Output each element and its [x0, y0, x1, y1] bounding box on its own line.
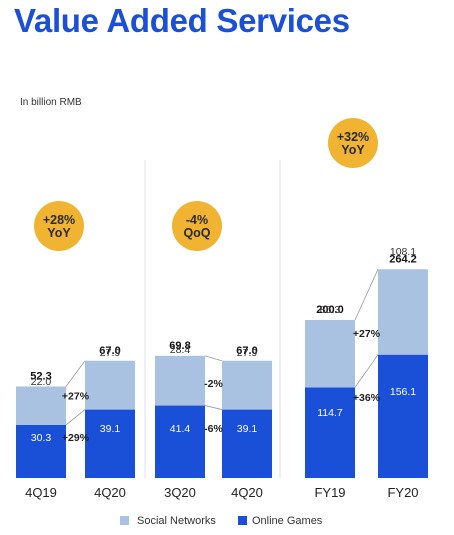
bar-social-networks [155, 355, 205, 406]
bar-online-games [378, 354, 428, 478]
games-value-label: 114.7 [317, 407, 343, 419]
connector-line [204, 405, 223, 410]
bar-total-label: 264.2 [389, 253, 417, 265]
legend-label-online-games: Online Games [252, 515, 323, 527]
bar-total-label: 69.8 [169, 340, 190, 352]
social-value-label: 27.9 [100, 347, 121, 359]
bar-online-games [155, 405, 205, 478]
growth-badge [172, 201, 222, 251]
bar-total-label: 67.0 [99, 345, 120, 357]
x-tick-label: 4Q20 [231, 485, 263, 500]
x-tick-label: 3Q20 [164, 485, 196, 500]
social-value-label: 27.9 [237, 347, 258, 359]
growth-badge-value: +32% [337, 130, 369, 144]
bar-online-games [305, 387, 355, 478]
x-tick-label: FY19 [314, 485, 345, 500]
games-value-label: 30.3 [31, 432, 52, 444]
bar-social-networks [305, 320, 355, 388]
legend-swatch-social-networks [120, 516, 129, 525]
growth-badge-value: -4% [186, 213, 208, 227]
unit-note: In billion RMB [20, 97, 82, 108]
social-change-label: +27% [62, 390, 90, 402]
bar-online-games [85, 409, 135, 478]
bar-social-networks [222, 360, 272, 410]
connector-line [354, 354, 379, 388]
games-value-label: 39.1 [237, 423, 258, 435]
social-value-label: 28.4 [170, 344, 191, 356]
connector-line [204, 355, 223, 362]
page-title: Value Added Services [14, 2, 350, 39]
connector-line [65, 409, 86, 426]
games-value-label: 156.1 [390, 386, 416, 398]
games-change-label: -6% [204, 423, 223, 435]
legend-swatch-online-games [238, 516, 247, 525]
games-value-label: 41.4 [170, 423, 191, 435]
growth-badge-period: YoY [341, 143, 365, 157]
social-value-label: 85.3 [320, 304, 341, 316]
bar-social-networks [378, 269, 428, 355]
connector-line [354, 269, 379, 321]
x-tick-label: 4Q20 [94, 485, 126, 500]
bar-online-games [16, 424, 66, 478]
social-change-label: +27% [353, 328, 381, 340]
bar-online-games [222, 409, 272, 478]
bar-social-networks [85, 360, 135, 410]
bar-total-label: 200.0 [316, 304, 344, 316]
growth-badge [34, 201, 84, 251]
games-value-label: 39.1 [100, 423, 121, 435]
legend-label-social-networks: Social Networks [137, 515, 216, 527]
social-change-label: -2% [204, 378, 223, 390]
x-tick-label: 4Q19 [25, 485, 57, 500]
games-change-label: +36% [353, 392, 381, 404]
growth-badge-period: QoQ [183, 226, 210, 240]
x-tick-label: FY20 [387, 485, 418, 500]
bar-total-label: 67.0 [236, 345, 257, 357]
connector-line [65, 360, 86, 387]
social-value-label: 108.1 [390, 246, 416, 258]
bar-social-networks [16, 386, 66, 425]
social-value-label: 22.0 [31, 376, 52, 388]
growth-badge-value: +28% [43, 213, 75, 227]
growth-badge [328, 118, 378, 168]
bar-total-label: 52.3 [30, 370, 51, 382]
growth-badge-period: YoY [47, 226, 71, 240]
games-change-label: +29% [62, 432, 90, 444]
